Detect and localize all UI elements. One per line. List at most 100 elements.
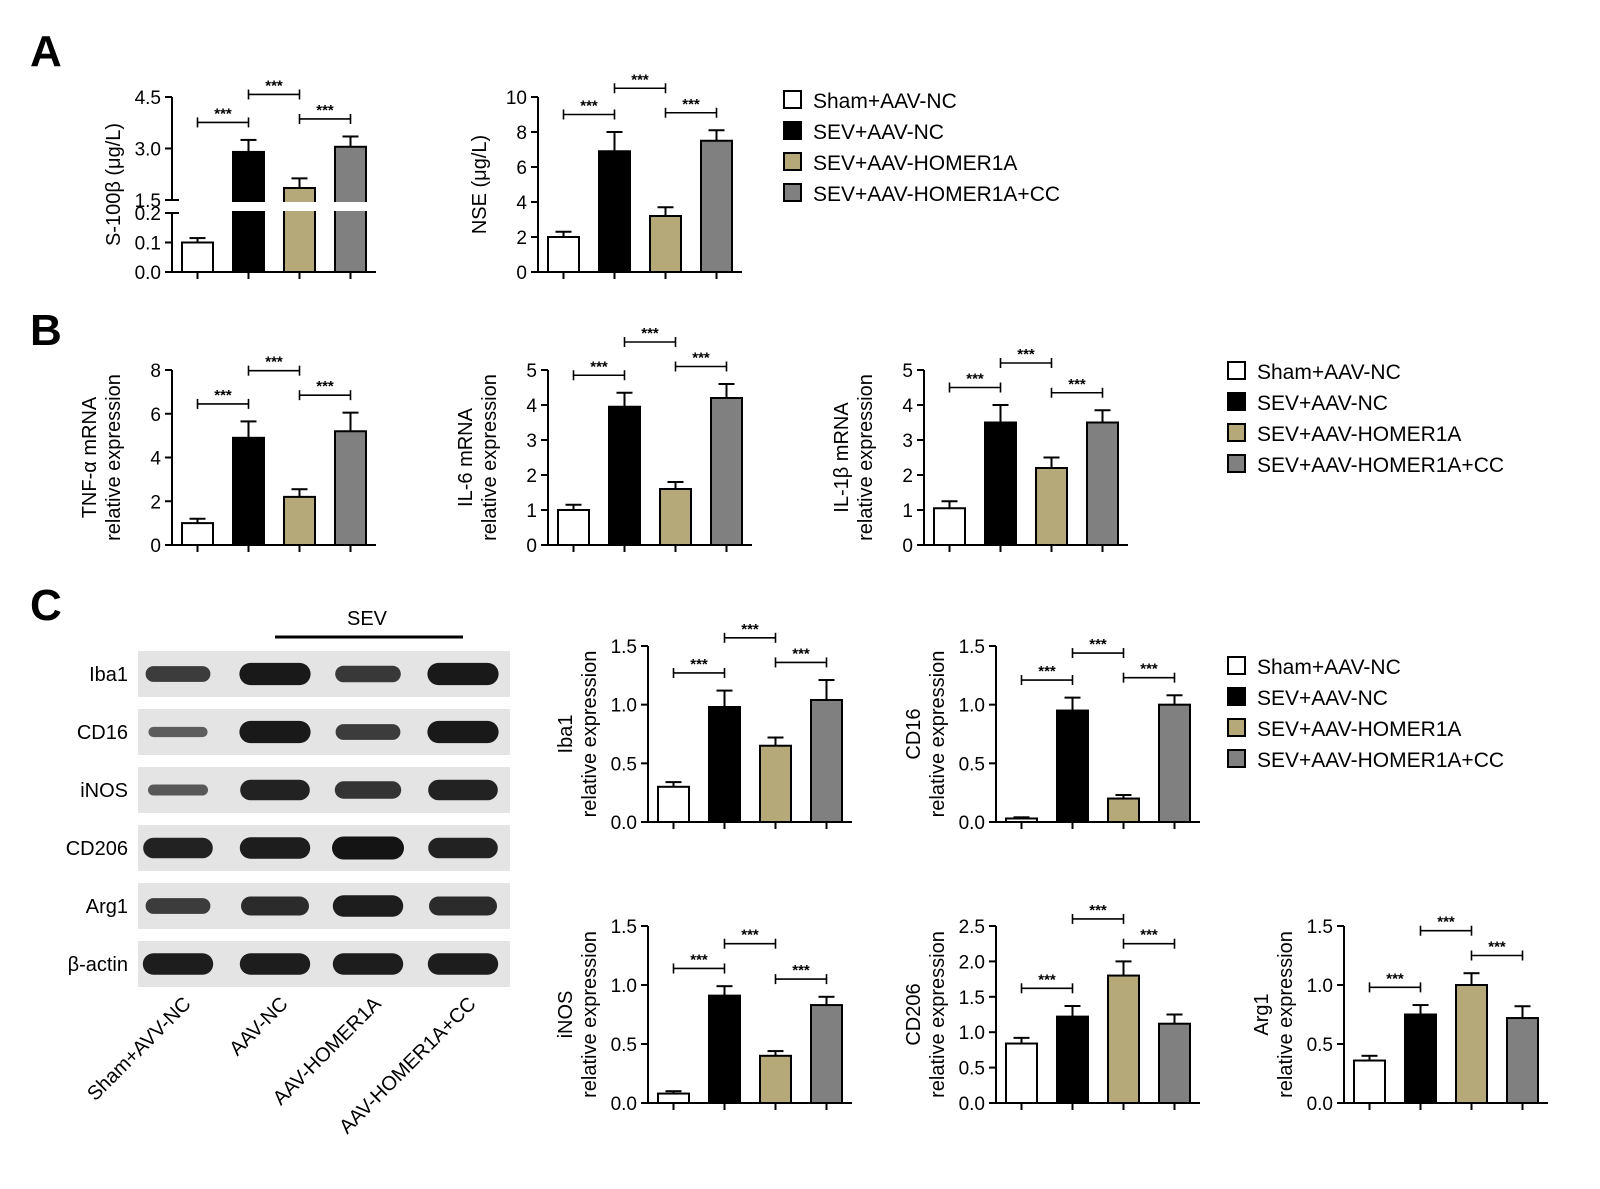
- chart-arg1: 0.0 0.5 1.0 1.5 Arg1 relative expression *** **…: [1251, 914, 1548, 1115]
- bar-tnfa-3: [283, 495, 316, 546]
- significance-label: ***: [741, 621, 759, 638]
- y-tick-label-cd206: 1.0: [959, 1023, 985, 1044]
- significance-bracket-s100b: ***: [298, 102, 352, 124]
- y-tick-label-tnfa: 8: [150, 361, 161, 382]
- legend-label-2: SEV+AAV-NC: [1257, 687, 1388, 710]
- y-tick-label-il6: 0: [526, 536, 537, 557]
- significance-bracket-il6: ***: [674, 350, 728, 372]
- legend-label-1: Sham+AAV-NC: [1257, 361, 1401, 384]
- bar-tnfa-2: [232, 436, 265, 546]
- blot-band: [332, 953, 404, 975]
- bar-arg1-2: [1404, 1013, 1437, 1104]
- bar-nse-3: [649, 215, 682, 273]
- blot-row-5: β-actin: [68, 941, 510, 987]
- significance-bracket-iba1: ***: [774, 645, 828, 668]
- legend-swatch-3: [1227, 423, 1246, 442]
- bar-cd206-3: [1107, 974, 1140, 1104]
- legend-label-3: SEV+AAV-HOMER1A: [1257, 423, 1461, 446]
- significance-bracket-iba1: ***: [672, 656, 726, 678]
- y-tick-label-iba1: 0.0: [611, 813, 637, 834]
- chart-cd16: 0.0 0.5 1.0 1.5 CD16 relative expression *** **…: [903, 636, 1200, 834]
- significance-label: ***: [792, 962, 810, 979]
- blot-label-4: Arg1: [86, 896, 128, 918]
- significance-label: ***: [690, 951, 708, 968]
- bar-s100b-3: [283, 186, 316, 274]
- blot-row-2: iNOS: [80, 767, 510, 813]
- y-tick-label-iba1: 1.5: [611, 637, 637, 658]
- y-tick-label-s100b: 0.0: [135, 263, 161, 284]
- bar-iba1-4: [810, 698, 843, 823]
- legend-3: Sham+AAV-NC SEV+AAV-NC SEV+AAV-HOMER1A SEV+…: [1227, 656, 1504, 772]
- bar-iba1-3: [759, 744, 792, 824]
- y-tick-label-s100b: 0.2: [135, 204, 161, 225]
- legend-swatch-2: [783, 121, 802, 140]
- bar-tnfa-1: [181, 522, 214, 546]
- y-tick-label-il6: 2: [526, 466, 537, 487]
- y-axis-label-il1b: relative expression: [855, 374, 877, 541]
- panel-label-b: B: [30, 306, 62, 355]
- chart-nse: 0 2 4 6 8 10 NSE (μg/L) *** *** ***: [469, 71, 742, 284]
- bar-nse-2: [598, 150, 631, 273]
- significance-label: ***: [1140, 661, 1158, 678]
- chart-cd206: 0.0 0.5 1.0 1.5 2.0 2.5 CD206 relative expressi…: [903, 902, 1200, 1115]
- significance-label: ***: [316, 378, 334, 395]
- blot-band: [148, 726, 208, 738]
- y-tick-label-il6: 4: [526, 396, 537, 417]
- legend-swatch-1: [1227, 361, 1246, 380]
- y-tick-label-il1b: 0: [902, 536, 913, 557]
- significance-label: ***: [1038, 663, 1056, 680]
- bar-il6-4: [710, 397, 743, 546]
- bar-nse-4: [700, 139, 733, 273]
- significance-label: ***: [1068, 376, 1086, 393]
- chart-inos: 0.0 0.5 1.0 1.5 iNOS relative expression *** **…: [555, 917, 852, 1115]
- bar-inos-1: [657, 1092, 690, 1105]
- y-axis-label-nse: NSE (μg/L): [469, 135, 491, 234]
- lane-label-2: AAV-NC: [225, 993, 292, 1060]
- y-tick-label-s100b: 1.5: [135, 191, 161, 212]
- y-tick-label-cd16: 0.0: [959, 813, 985, 834]
- y-tick-label-cd206: 1.5: [959, 988, 985, 1009]
- legend-swatch-3: [783, 152, 802, 171]
- y-tick-label-cd206: 2.0: [959, 952, 985, 973]
- significance-bracket-s100b: ***: [247, 77, 301, 100]
- bar-tnfa-4: [334, 430, 367, 546]
- significance-bracket-nse: ***: [562, 98, 616, 120]
- blot-band: [332, 895, 404, 917]
- bar-iba1-1: [657, 785, 690, 823]
- panel-label-a: A: [30, 27, 62, 76]
- blot-band: [335, 665, 401, 683]
- significance-bracket-cd206: ***: [1020, 971, 1074, 994]
- y-tick-label-arg1: 1.0: [1307, 976, 1333, 997]
- significance-bracket-arg1: ***: [1368, 970, 1422, 993]
- y-tick-label-nse: 2: [516, 228, 527, 249]
- significance-label: ***: [792, 645, 810, 662]
- significance-bracket-tnfa: ***: [298, 378, 352, 401]
- legend-swatch-2: [1227, 687, 1246, 706]
- y-tick-label-il6: 5: [526, 361, 537, 382]
- significance-bracket-s100b: ***: [196, 105, 250, 128]
- legend-label-3: SEV+AAV-HOMER1A: [1257, 718, 1461, 741]
- y-tick-label-nse: 8: [516, 123, 527, 144]
- significance-label: ***: [631, 71, 649, 88]
- blot-label-5: β-actin: [68, 954, 128, 976]
- blot-label-2: iNOS: [80, 780, 128, 802]
- significance-label: ***: [590, 358, 608, 375]
- lane-label-1: Sham+AVV-NC: [83, 993, 195, 1105]
- significance-label: ***: [966, 371, 984, 388]
- blot-band: [239, 953, 311, 975]
- significance-label: ***: [1140, 927, 1158, 944]
- y-tick-label-tnfa: 6: [150, 405, 161, 426]
- blot-row-0: Iba1: [89, 651, 510, 697]
- y-tick-label-il1b: 5: [902, 361, 913, 382]
- y-axis-label-s100b: S-100β (μg/L): [103, 123, 125, 246]
- blot-label-3: CD206: [66, 838, 128, 860]
- significance-label: ***: [1089, 636, 1107, 653]
- significance-label: ***: [265, 354, 283, 371]
- chart-iba1: 0.0 0.5 1.0 1.5 Iba1 relative expression *** **…: [555, 621, 852, 834]
- blot-band: [145, 898, 211, 914]
- bar-il6-1: [557, 509, 590, 546]
- bar-nse-1: [547, 236, 580, 273]
- significance-bracket-tnfa: ***: [247, 354, 301, 376]
- chart-il6: 0 1 2 3 4 5 IL-6 mRNA relative expression *** ***…: [455, 325, 752, 557]
